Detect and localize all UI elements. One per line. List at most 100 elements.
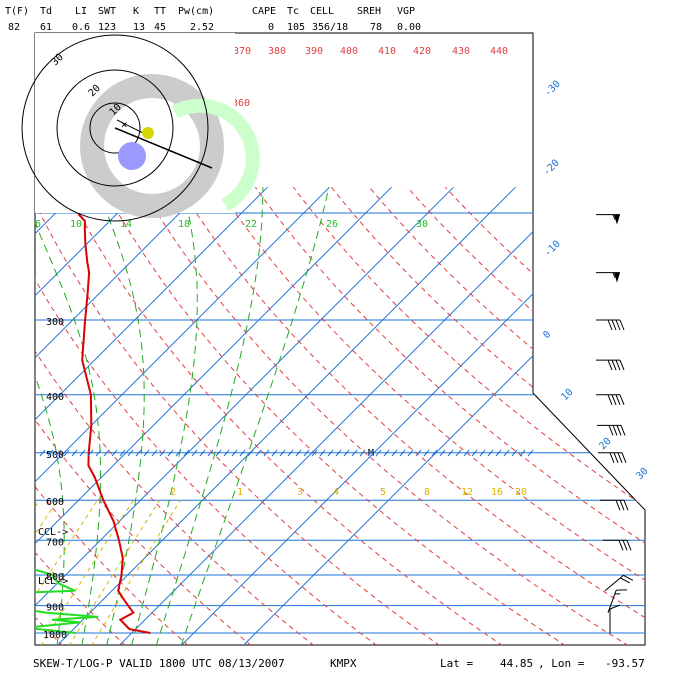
isotherm-label: 10 [559, 387, 575, 403]
hodograph-trace [114, 127, 213, 169]
wind-barb-flag [626, 540, 632, 551]
hatch-mark [87, 449, 94, 457]
hatch-mark [255, 449, 262, 457]
hatch-mark [359, 449, 366, 457]
mixing-ratio-label: 12 [461, 487, 473, 498]
header-label: CAPE [252, 6, 276, 17]
hatch-mark [279, 449, 286, 457]
isotherm-label: -20 [541, 158, 562, 179]
mixing-ratio-label: 8 [424, 487, 430, 498]
moist-adiabat-lines [35, 187, 330, 645]
hatch-mark [383, 449, 390, 457]
hatch-mark [199, 449, 206, 457]
hatch-mark [55, 449, 62, 457]
mixing-ratio-label: 3 [297, 487, 303, 498]
wind-barb [597, 424, 626, 436]
hatch-mark [71, 449, 78, 457]
pressure-tick-label: 300 [46, 317, 64, 328]
moist-adiabat-label: 6 [35, 219, 41, 230]
hatch-mark [311, 449, 318, 457]
mixing-ratio-label: 2 [170, 487, 176, 498]
wind-barb-flag [616, 589, 627, 591]
header-label: K [133, 6, 139, 17]
hatch-mark [39, 449, 46, 457]
isotherm-line [35, 186, 330, 645]
pressure-tick-label: 900 [46, 603, 64, 614]
lcl-marker: LCL-> [38, 576, 68, 587]
moist-adiabat-label: 30 [416, 219, 428, 230]
wind-barb [600, 499, 629, 511]
lcl-hatch-line [39, 449, 534, 457]
hatch-mark [111, 449, 118, 457]
moist-adiabat-label: 14 [120, 219, 132, 230]
dry-adiabat-line [407, 186, 645, 645]
hatch-mark [423, 449, 430, 457]
mixing-ratio-line [68, 499, 161, 645]
dry-adiabat-label: 360 [232, 98, 250, 109]
mixing-ratio-line [40, 499, 134, 645]
dry-adiabat-line [369, 186, 645, 645]
hodograph-ring-30 [21, 34, 209, 222]
wind-barb-half-flag [614, 593, 621, 595]
header-value: 0.00 [397, 22, 421, 33]
hatch-mark [223, 449, 230, 457]
wind-barbs [596, 214, 634, 633]
moist-adiabat-line [180, 187, 330, 645]
wind-barb-pennant [614, 272, 620, 283]
wind-barb-flag [615, 319, 621, 331]
moist-adiabat-label: 10 [70, 219, 82, 230]
isotherm-line [0, 187, 20, 648]
mixing-ratio-lines [35, 499, 181, 645]
hatch-mark [119, 449, 126, 457]
hatch-mark [511, 449, 518, 457]
wind-barb-flag [609, 604, 621, 610]
pressure-tick-label: 600 [46, 497, 64, 508]
hatch-mark [295, 449, 302, 457]
mixing-ratio-label: 16 [491, 487, 503, 498]
hodograph-storm-motion-mark: × [121, 118, 128, 131]
hatch-mark [127, 449, 134, 457]
pressure-tick-label: 1000 [43, 630, 67, 641]
moist-adiabat-line [35, 187, 102, 645]
mixing-ratio-line [35, 499, 99, 645]
hatch-mark [135, 449, 142, 457]
hatch-mark [343, 449, 350, 457]
wind-barb-flag [615, 359, 621, 371]
hatch-mark [431, 449, 438, 457]
dry-adiabat-line [35, 187, 378, 645]
dry-adiabat-line [141, 186, 629, 645]
hatch-mark [415, 449, 422, 457]
wind-barb-flag [607, 319, 613, 331]
wind-barb [598, 452, 627, 463]
wind-barb-flag [611, 319, 617, 331]
pressure-tick-label: 500 [46, 450, 64, 461]
mixing-ratio-label: 4 [333, 487, 339, 498]
dry-adiabat-line [254, 186, 645, 645]
wind-barb [596, 394, 625, 405]
pressure-tick-label: 800 [46, 572, 64, 583]
hatch-mark [479, 449, 486, 457]
hatch-mark [167, 449, 174, 457]
wind-barb-flag [607, 359, 613, 371]
isotherm-label: -10 [542, 239, 563, 260]
wind-barb-flag [623, 574, 634, 581]
wind-barb [604, 574, 634, 592]
header-label: T(F) [5, 6, 29, 17]
footer-lat-label: Lat = [440, 657, 473, 670]
wind-barb [596, 319, 625, 331]
hatch-mark [79, 449, 86, 457]
dry-adiabat-label: 390 [305, 46, 323, 57]
footer-lon-label: , Lon = [538, 657, 585, 670]
isotherm-lines [0, 186, 645, 648]
header-value: 0.6 [72, 22, 90, 33]
header-value: 123 [98, 22, 116, 33]
isotherm-label: 30 [634, 466, 650, 482]
wind-barb-flag [617, 452, 623, 463]
wind-barb-flag [619, 359, 625, 371]
dry-adiabat-line [35, 187, 315, 645]
dry-adiabat-line [103, 186, 566, 645]
temperature-profile-line [77, 201, 151, 634]
dry-adiabat-label: 400 [340, 46, 358, 57]
hatch-mark [367, 449, 374, 457]
wind-barb-staff [604, 574, 624, 592]
